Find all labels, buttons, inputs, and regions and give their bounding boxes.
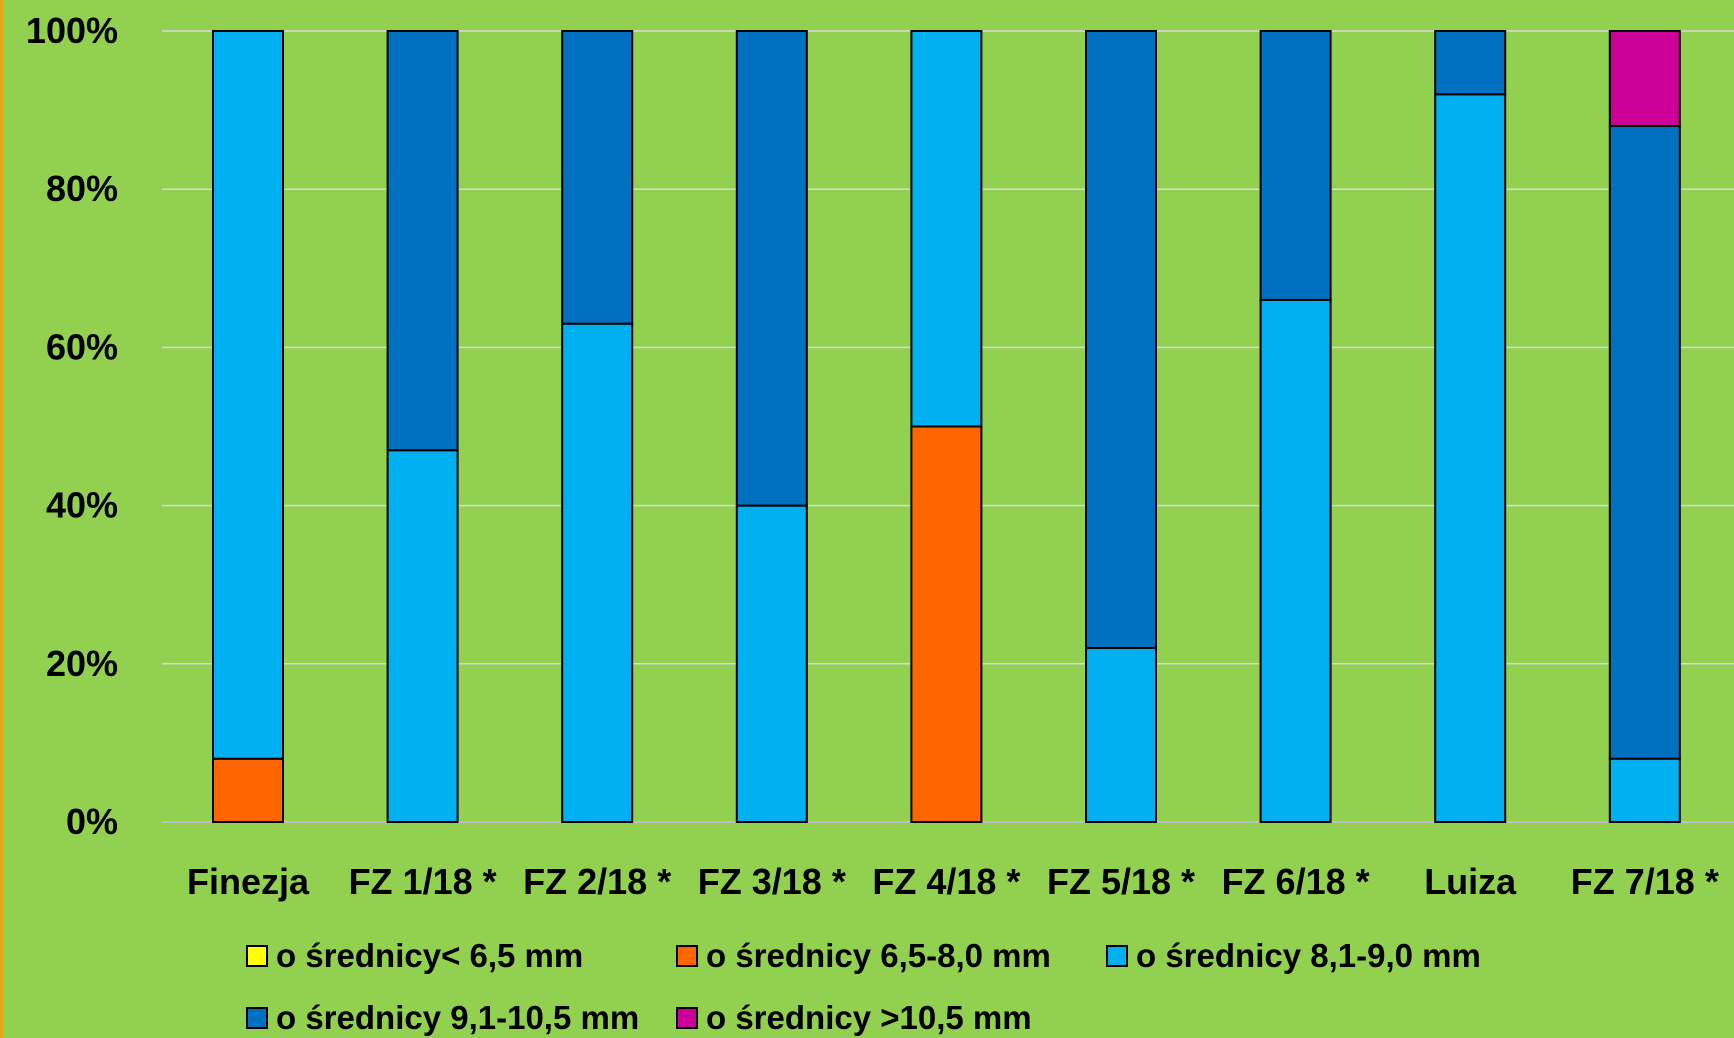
x-category-label: FZ 3/18 * <box>698 861 846 902</box>
x-category-label: FZ 2/18 * <box>523 861 671 902</box>
bar-segment <box>386 449 459 823</box>
x-category-label: Finezja <box>187 861 310 902</box>
legend-item-8-1-9-0: o średnicy 8,1-9,0 mm <box>1106 937 1481 975</box>
legend-label: o średnicy 9,1-10,5 mm <box>276 999 640 1036</box>
legend-label: o średnicy 8,1-9,0 mm <box>1136 937 1481 974</box>
bar-segment <box>1259 30 1332 301</box>
bar-segment <box>212 757 284 823</box>
x-category-label: FZ 5/18 * <box>1047 861 1195 902</box>
y-tick-label: 60% <box>46 326 118 367</box>
y-tick-label: 100% <box>26 10 118 51</box>
legend-label: o średnicy< 6,5 mm <box>276 937 584 974</box>
bar-segment <box>1434 93 1507 823</box>
y-tick-label: 40% <box>46 485 118 526</box>
bar-segment <box>212 30 284 760</box>
legend-swatch <box>1106 945 1128 967</box>
bar-segment <box>735 30 808 507</box>
legend-item-6-5-8-0: o średnicy 6,5-8,0 mm <box>676 937 1051 975</box>
y-tick-label: 20% <box>46 643 118 684</box>
bar-segment <box>1085 646 1157 823</box>
bar-segment <box>1608 757 1681 823</box>
x-category-label: FZ 7/18 * <box>1571 861 1719 902</box>
legend-swatch <box>676 1007 698 1029</box>
bar-segment <box>1434 30 1507 96</box>
legend-item-gt-10-5: o średnicy >10,5 mm <box>676 999 1032 1037</box>
bars <box>212 30 1681 823</box>
legend-label: o średnicy 6,5-8,0 mm <box>706 937 1051 974</box>
legend-item-lt-6-5: o średnicy< 6,5 mm <box>246 937 583 975</box>
bar-segment <box>1085 30 1157 649</box>
bar-segment <box>910 425 983 823</box>
bar-segment <box>1608 30 1681 127</box>
bar-segment <box>910 30 983 428</box>
legend-swatch <box>246 945 268 967</box>
legend-swatch <box>676 945 698 967</box>
y-tick-label: 80% <box>46 168 118 209</box>
bar-segment <box>561 30 634 325</box>
bar-segment <box>735 504 808 823</box>
x-category-label: FZ 4/18 * <box>872 861 1020 902</box>
bar-segment <box>386 30 459 452</box>
y-axis-tick-labels: 0% 20% 40% 60% 80% 100% <box>26 10 118 842</box>
legend-swatch <box>246 1007 268 1029</box>
x-category-label: FZ 6/18 * <box>1222 861 1370 902</box>
x-axis-category-labels: Finezja FZ 1/18 * FZ 2/18 * FZ 3/18 * FZ 4/1… <box>187 861 1719 902</box>
bar-segment <box>561 322 634 823</box>
x-category-label: Luiza <box>1424 861 1517 902</box>
bar-segment <box>1608 124 1681 760</box>
legend-item-9-1-10-5: o średnicy 9,1-10,5 mm <box>246 999 639 1037</box>
bar-segment <box>1259 298 1332 823</box>
y-tick-label: 0% <box>66 801 118 842</box>
x-category-label: FZ 1/18 * <box>349 861 497 902</box>
legend-label: o średnicy >10,5 mm <box>706 999 1032 1036</box>
